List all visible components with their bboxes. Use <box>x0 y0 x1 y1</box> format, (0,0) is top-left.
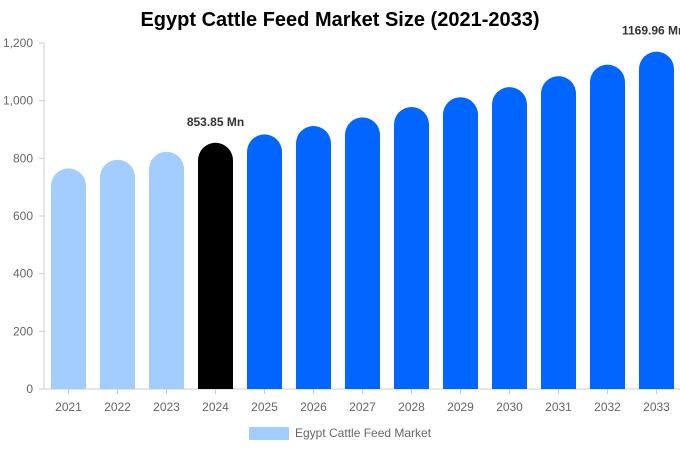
bar-2024[interactable] <box>198 142 233 389</box>
bar-2021[interactable] <box>51 168 86 389</box>
x-tick-label: 2021 <box>55 400 82 414</box>
legend-label: Egypt Cattle Feed Market <box>295 426 432 440</box>
y-tick-label: 800 <box>13 151 33 165</box>
y-axis: 0 200 400 600 800 1,000 1,200 <box>3 36 45 396</box>
x-tick-label: 2031 <box>545 400 572 414</box>
y-tick-label: 1,000 <box>3 94 33 108</box>
x-tick-label: 2029 <box>447 400 474 414</box>
legend-swatch <box>249 426 289 440</box>
y-tick-label: 200 <box>13 324 33 338</box>
bar-2032[interactable] <box>590 64 625 389</box>
x-tick-label: 2025 <box>251 400 278 414</box>
x-tick-label: 2024 <box>202 400 229 414</box>
bar-2028[interactable] <box>394 107 429 389</box>
legend[interactable]: Egypt Cattle Feed Market <box>249 425 431 441</box>
bar-2027[interactable] <box>345 117 380 389</box>
data-label-2024: 853.85 Mn <box>187 115 244 129</box>
y-tick-label: 0 <box>26 382 33 396</box>
y-tick-label: 400 <box>13 267 33 281</box>
x-tick-label: 2032 <box>594 400 621 414</box>
data-labels: 853.85 Mn 1169.96 Mn <box>187 24 680 129</box>
chart-title: Egypt Cattle Feed Market Size (2021-2033… <box>140 9 540 31</box>
bar-2029[interactable] <box>443 97 478 389</box>
y-tick-label: 1,200 <box>3 36 33 50</box>
bar-2023[interactable] <box>149 151 184 389</box>
bar-2026[interactable] <box>296 126 331 389</box>
x-tick-label: 2027 <box>349 400 376 414</box>
x-tick-label: 2026 <box>300 400 327 414</box>
bar-2025[interactable] <box>247 134 282 389</box>
x-tick-label: 2030 <box>496 400 523 414</box>
x-tick-label: 2023 <box>153 400 180 414</box>
x-tick-label: 2028 <box>398 400 425 414</box>
bar-2031[interactable] <box>541 76 576 390</box>
x-axis: 2021 2022 2023 2024 2025 2026 2027 2028 2029 2030… <box>44 388 680 414</box>
x-tick-label: 2033 <box>643 400 670 414</box>
bar-2022[interactable] <box>100 159 135 389</box>
bars <box>51 51 674 390</box>
bar-2030[interactable] <box>492 87 527 390</box>
data-label-2033: 1169.96 Mn <box>622 24 680 38</box>
x-tick-label: 2022 <box>104 400 131 414</box>
bar-2033[interactable] <box>639 51 674 389</box>
y-tick-label: 600 <box>13 209 33 223</box>
